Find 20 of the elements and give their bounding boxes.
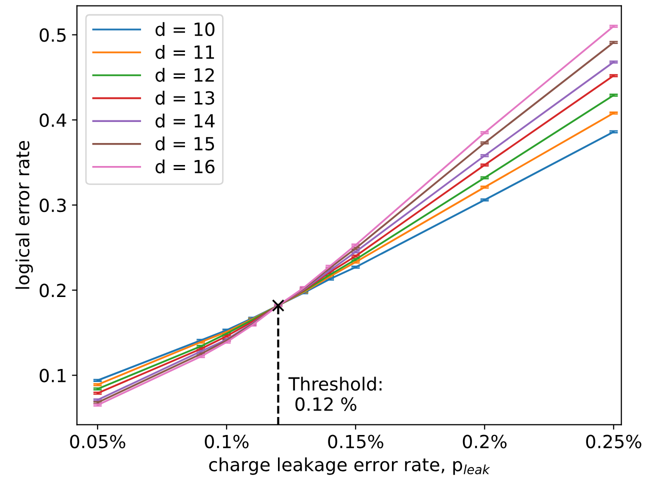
legend-label: d = 15 <box>156 136 214 151</box>
y-tick-label: 0.2 <box>40 284 66 298</box>
y-tick-label: 0.1 <box>40 368 66 382</box>
legend-label: d = 12 <box>156 68 214 82</box>
x-tick-label: 0.1% <box>204 434 249 448</box>
x-tick-label: 0.2% <box>462 434 507 448</box>
y-tick-label: 0.3 <box>40 198 66 212</box>
x-tick-label: 0.15% <box>328 434 384 448</box>
legend-label: d = 13 <box>156 90 214 105</box>
y-axis-title: logical error rate <box>15 141 33 289</box>
x-tick-label: 0.05% <box>70 434 126 448</box>
y-tick-label: 0.4 <box>40 113 66 128</box>
x-axis-title: charge leakage error rate, p$_{leak}$ <box>209 457 490 475</box>
legend-label: d = 11 <box>156 44 214 59</box>
ref-line-label: Threshold: 0.12 % <box>288 376 382 411</box>
x-tick-label: 0.25% <box>586 434 642 448</box>
legend-label: d = 16 <box>156 159 214 174</box>
y-tick-label: 0.5 <box>40 28 66 42</box>
legend-label: d = 10 <box>156 22 214 36</box>
legend-label: d = 14 <box>156 114 215 128</box>
